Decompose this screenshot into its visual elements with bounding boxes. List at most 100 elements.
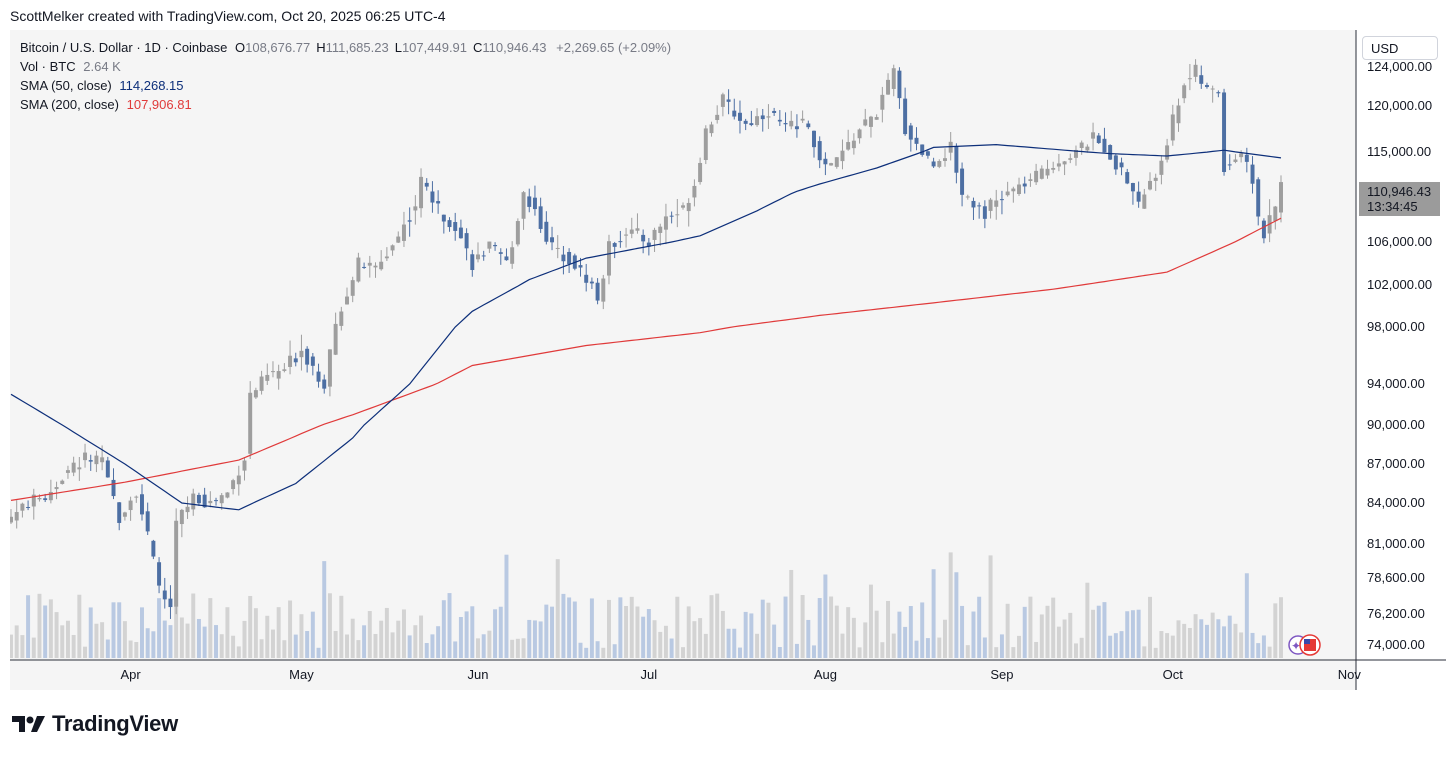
candle[interactable]	[413, 195, 418, 225]
candle[interactable]	[145, 502, 150, 536]
candle[interactable]	[185, 496, 190, 519]
chart-area[interactable]: 124,000.00120,000.00115,000.00110,000.00…	[10, 30, 1446, 690]
candle[interactable]	[954, 143, 959, 184]
candle[interactable]	[663, 203, 668, 245]
candle[interactable]	[1182, 83, 1187, 104]
candle[interactable]	[555, 235, 560, 259]
candle[interactable]	[401, 211, 406, 247]
candle[interactable]	[1136, 181, 1141, 208]
candle[interactable]	[105, 456, 110, 478]
candle[interactable]	[419, 168, 424, 218]
candle[interactable]	[26, 500, 31, 511]
candle[interactable]	[971, 197, 976, 220]
candle[interactable]	[635, 213, 640, 234]
candle[interactable]	[720, 92, 725, 117]
candle[interactable]	[350, 276, 355, 303]
candle[interactable]	[196, 492, 201, 506]
candle[interactable]	[1261, 218, 1266, 244]
candle[interactable]	[817, 136, 822, 169]
candle[interactable]	[846, 129, 851, 151]
candle[interactable]	[1062, 160, 1067, 176]
candle[interactable]	[977, 202, 982, 219]
candle[interactable]	[498, 248, 503, 265]
candle[interactable]	[760, 108, 765, 132]
price-chart[interactable]: 124,000.00120,000.00115,000.00110,000.00…	[10, 30, 1446, 690]
candle[interactable]	[327, 349, 332, 397]
candle[interactable]	[829, 162, 834, 166]
candle[interactable]	[458, 219, 463, 239]
candle[interactable]	[219, 493, 224, 510]
candle[interactable]	[299, 334, 304, 371]
candle[interactable]	[1045, 159, 1050, 179]
candle[interactable]	[373, 262, 378, 278]
candle[interactable]	[777, 110, 782, 127]
candle[interactable]	[1051, 161, 1056, 174]
candle[interactable]	[715, 105, 720, 124]
candle[interactable]	[77, 457, 82, 481]
candle[interactable]	[532, 185, 537, 216]
candle[interactable]	[1148, 172, 1152, 191]
candle[interactable]	[65, 465, 70, 479]
candle[interactable]	[117, 502, 122, 531]
candle[interactable]	[504, 248, 509, 261]
candle[interactable]	[1125, 168, 1130, 185]
candle[interactable]	[783, 112, 788, 132]
candle[interactable]	[390, 244, 395, 256]
candle[interactable]	[726, 89, 731, 115]
candle[interactable]	[737, 100, 742, 134]
candle[interactable]	[1193, 59, 1198, 83]
candle[interactable]	[305, 346, 310, 373]
candle[interactable]	[606, 234, 611, 285]
candle[interactable]	[270, 361, 275, 378]
candle[interactable]	[982, 200, 987, 229]
candle[interactable]	[339, 306, 344, 331]
candle[interactable]	[994, 189, 999, 220]
candle[interactable]	[1210, 85, 1215, 103]
candle[interactable]	[128, 496, 133, 521]
candle[interactable]	[293, 352, 298, 367]
candle[interactable]	[965, 194, 970, 200]
candle[interactable]	[772, 107, 777, 116]
candle[interactable]	[122, 511, 127, 521]
candle[interactable]	[20, 502, 25, 518]
candle[interactable]	[168, 585, 173, 619]
candle[interactable]	[134, 495, 139, 503]
candle[interactable]	[248, 381, 253, 459]
candle[interactable]	[362, 262, 367, 269]
candle[interactable]	[1159, 155, 1164, 185]
candle[interactable]	[151, 539, 156, 560]
candles[interactable]	[10, 59, 1283, 619]
candle[interactable]	[834, 157, 839, 169]
candle[interactable]	[584, 263, 589, 292]
candle[interactable]	[561, 245, 566, 275]
candle[interactable]	[624, 227, 629, 248]
candle[interactable]	[140, 484, 144, 521]
candle[interactable]	[1034, 163, 1039, 185]
candle[interactable]	[214, 497, 219, 506]
candle[interactable]	[743, 118, 748, 131]
candle[interactable]	[345, 287, 349, 305]
candle[interactable]	[692, 179, 697, 207]
candle[interactable]	[669, 211, 674, 224]
candle[interactable]	[550, 226, 555, 251]
candle[interactable]	[1142, 188, 1147, 209]
candle[interactable]	[903, 87, 908, 136]
candle[interactable]	[88, 454, 93, 471]
candle[interactable]	[10, 509, 13, 525]
candle[interactable]	[652, 227, 657, 252]
candle[interactable]	[515, 218, 520, 247]
candle[interactable]	[453, 212, 458, 241]
candle[interactable]	[202, 487, 207, 508]
candle[interactable]	[1073, 145, 1078, 166]
candle[interactable]	[732, 98, 737, 120]
candle[interactable]	[1273, 205, 1278, 230]
candle[interactable]	[703, 125, 708, 165]
candle[interactable]	[424, 178, 429, 191]
candle[interactable]	[1119, 157, 1124, 176]
candle[interactable]	[709, 121, 714, 137]
candle[interactable]	[794, 114, 799, 138]
candle[interactable]	[253, 387, 258, 399]
candle[interactable]	[441, 214, 446, 234]
candle[interactable]	[1017, 177, 1022, 196]
candle[interactable]	[840, 139, 845, 170]
